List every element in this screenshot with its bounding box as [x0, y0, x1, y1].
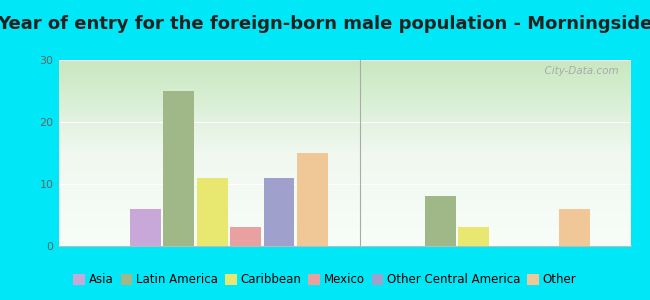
Bar	[197, 178, 227, 246]
Bar	[264, 178, 294, 246]
Bar	[230, 227, 261, 246]
Bar	[559, 209, 590, 246]
Bar	[163, 91, 194, 246]
Text: Year of entry for the foreign-born male population - Morningside: Year of entry for the foreign-born male …	[0, 15, 650, 33]
Bar	[130, 209, 161, 246]
Bar	[458, 227, 489, 246]
Legend: Asia, Latin America, Caribbean, Mexico, Other Central America, Other: Asia, Latin America, Caribbean, Mexico, …	[69, 269, 581, 291]
Bar	[425, 196, 456, 246]
Text: City-Data.com: City-Data.com	[538, 66, 619, 76]
Bar	[297, 153, 328, 246]
